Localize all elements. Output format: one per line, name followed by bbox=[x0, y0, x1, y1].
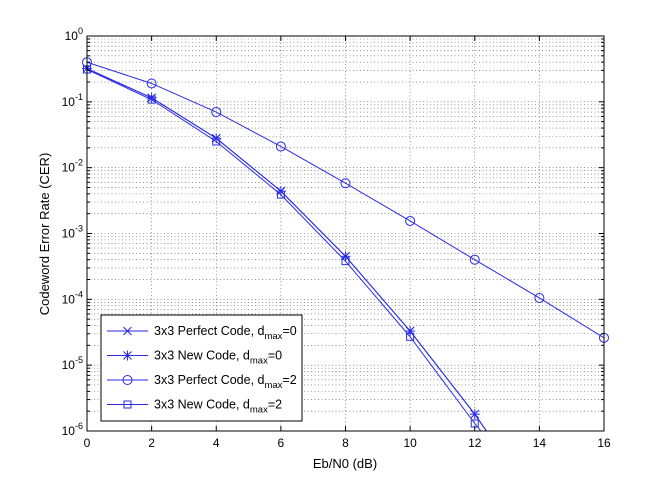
series-line-4 bbox=[87, 69, 482, 431]
y-tick-exponent: -4 bbox=[75, 289, 83, 299]
series-4-point bbox=[276, 190, 285, 199]
legend-marker-1 bbox=[123, 326, 132, 336]
x-tick-label: 0 bbox=[84, 436, 91, 450]
y-axis-label: Codeword Error Rate (CER) bbox=[37, 153, 52, 316]
legend-label-4: 3x3 New Code, dmax=2 bbox=[154, 398, 282, 416]
series-line-2 bbox=[87, 68, 488, 431]
series-4-point bbox=[212, 137, 221, 146]
series-4-point bbox=[341, 257, 350, 266]
x-axis-label: Eb/N0 (dB) bbox=[313, 456, 377, 471]
series-3-point bbox=[469, 254, 480, 265]
legend-box bbox=[100, 314, 303, 422]
legend: 3x3 Perfect Code, dmax=0 3x3 New Code, dm… bbox=[100, 314, 303, 422]
x-tick-label: 10 bbox=[403, 436, 417, 450]
series-2-point bbox=[469, 409, 480, 420]
series-3-point bbox=[340, 178, 351, 189]
series-3-point bbox=[534, 292, 545, 303]
series-line-3 bbox=[87, 61, 604, 339]
series-2-point bbox=[340, 251, 351, 262]
axis-ticks bbox=[86, 35, 605, 432]
legend-marker-4 bbox=[123, 400, 132, 409]
y-tick-exponent: 0 bbox=[78, 26, 83, 36]
x-tick-label: 12 bbox=[468, 436, 482, 450]
series-3-point bbox=[211, 107, 222, 118]
x-tick-labels: 0 2 4 6 8 10 12 14 16 bbox=[84, 436, 611, 450]
y-tick-exponent: -3 bbox=[75, 224, 83, 234]
x-tick-label: 14 bbox=[533, 436, 547, 450]
legend-marker-2 bbox=[122, 350, 133, 361]
series-4-point bbox=[147, 95, 156, 104]
x-tick-label: 8 bbox=[342, 436, 349, 450]
legend-label-3: 3x3 Perfect Code, dmax=2 bbox=[154, 373, 297, 391]
x-tick-label: 2 bbox=[148, 436, 155, 450]
y-tick-exponent: -6 bbox=[75, 421, 83, 431]
series-lines bbox=[87, 61, 604, 431]
series-3-point bbox=[275, 141, 286, 152]
series-4-point bbox=[406, 332, 415, 341]
x-tick-label: 4 bbox=[213, 436, 220, 450]
y-tick-exponent: -2 bbox=[75, 158, 83, 168]
legend-marker-3 bbox=[122, 375, 133, 385]
grid bbox=[87, 36, 604, 431]
y-tick-exponent: -1 bbox=[75, 92, 83, 102]
x-tick-label: 16 bbox=[597, 436, 611, 450]
series-3-point bbox=[405, 215, 416, 226]
y-tick-exponent: -5 bbox=[75, 355, 83, 365]
legend-label-2: 3x3 New Code, dmax=0 bbox=[154, 349, 282, 367]
x-tick-label: 6 bbox=[278, 436, 285, 450]
legend-label-1: 3x3 Perfect Code, dmax=0 bbox=[154, 324, 297, 342]
series-3-point bbox=[146, 78, 157, 89]
